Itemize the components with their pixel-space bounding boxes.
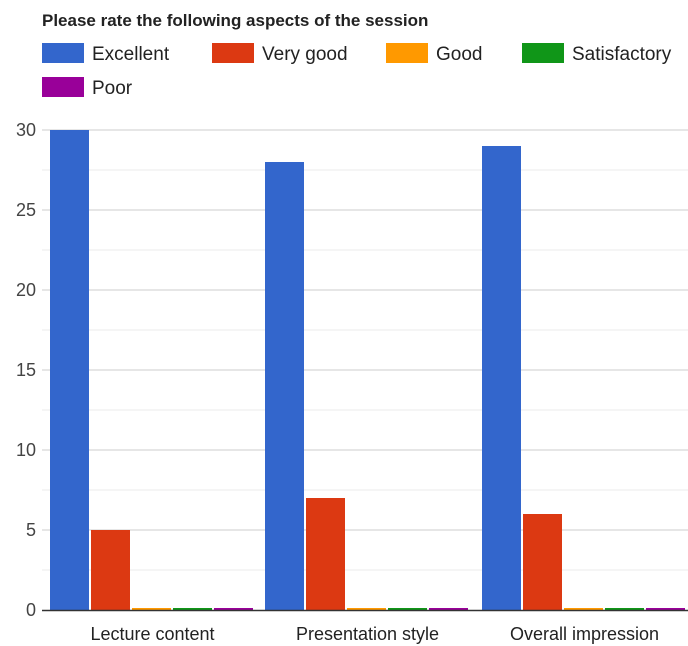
bar-overall-impression-satisfactory — [605, 608, 644, 610]
legend-label-good: Good — [436, 44, 482, 65]
legend-swatch-satisfactory — [522, 43, 564, 63]
x-tick-label-lecture-content: Lecture content — [90, 624, 214, 644]
legend-swatch-good — [386, 43, 428, 63]
legend-item-poor: Poor — [42, 77, 133, 99]
legend-item-excellent: Excellent — [42, 43, 170, 65]
bar-lecture-content-poor — [214, 608, 253, 610]
legend-item-good: Good — [386, 43, 482, 65]
bar-overall-impression-excellent — [482, 146, 521, 610]
legend-label-excellent: Excellent — [92, 44, 170, 65]
legend-item-satisfactory: Satisfactory — [522, 43, 672, 65]
legend: Excellent Very good Good Satisfactory Poor — [42, 43, 672, 99]
y-tick-label: 10 — [16, 440, 36, 460]
y-axis-tick-labels: 0 5 10 15 20 25 30 — [16, 120, 36, 620]
bar-presentation-style-very-good — [306, 498, 345, 610]
bar-presentation-style-poor — [429, 608, 468, 610]
y-tick-label: 25 — [16, 200, 36, 220]
bars — [50, 130, 685, 610]
legend-label-poor: Poor — [92, 78, 133, 99]
bar-presentation-style-good — [347, 608, 386, 610]
y-tick-label: 20 — [16, 280, 36, 300]
legend-label-very-good: Very good — [262, 44, 348, 65]
bar-overall-impression-poor — [646, 608, 685, 610]
bar-overall-impression-very-good — [523, 514, 562, 610]
legend-swatch-very-good — [212, 43, 254, 63]
bar-overall-impression-good — [564, 608, 603, 610]
x-tick-label-presentation-style: Presentation style — [296, 624, 439, 644]
y-tick-label: 30 — [16, 120, 36, 140]
y-tick-label: 5 — [26, 520, 36, 540]
bar-presentation-style-excellent — [265, 162, 304, 610]
legend-item-very-good: Very good — [212, 43, 348, 65]
bar-lecture-content-very-good — [91, 530, 130, 610]
bar-lecture-content-excellent — [50, 130, 89, 610]
chart-title: Please rate the following aspects of the… — [42, 11, 428, 30]
y-tick-label: 15 — [16, 360, 36, 380]
y-tick-label: 0 — [26, 600, 36, 620]
legend-label-satisfactory: Satisfactory — [572, 44, 672, 65]
legend-swatch-poor — [42, 77, 84, 97]
bar-lecture-content-satisfactory — [173, 608, 212, 610]
x-tick-label-overall-impression: Overall impression — [510, 624, 659, 644]
gridlines — [42, 129, 688, 571]
bar-lecture-content-good — [132, 608, 171, 610]
bar-presentation-style-satisfactory — [388, 608, 427, 610]
legend-swatch-excellent — [42, 43, 84, 63]
x-axis-category-labels: Lecture content Presentation style Overall… — [90, 624, 659, 644]
